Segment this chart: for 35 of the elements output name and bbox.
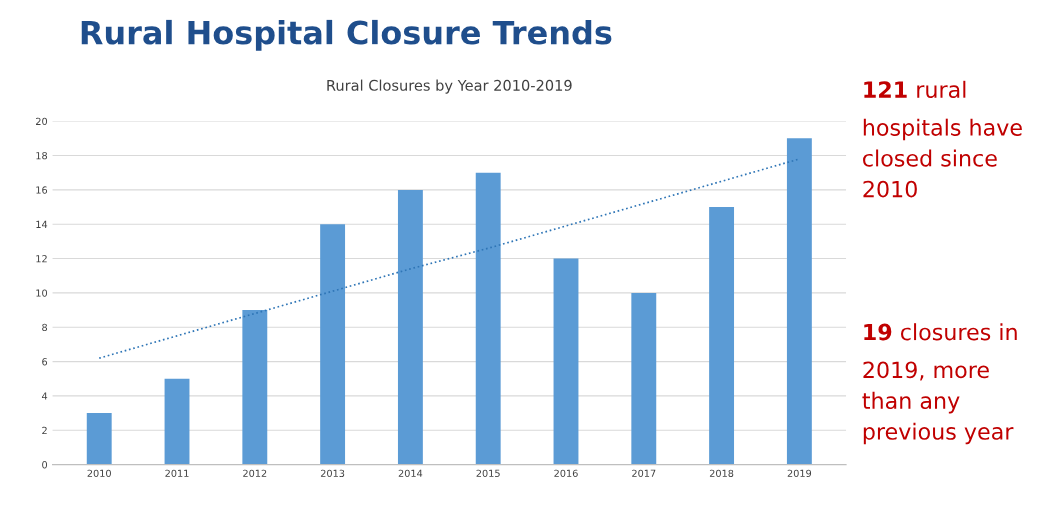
- y-tick-label: 6: [42, 358, 48, 366]
- text: 121 rural hospitals have closed since 2010: [863, 80, 1022, 198]
- x-tick-label: 2014: [398, 469, 423, 477]
- bar: [786, 138, 812, 465]
- x-tick-label: 2019: [787, 469, 812, 477]
- y-tick-label: 8: [42, 323, 48, 332]
- bar: [709, 207, 735, 465]
- bar: [164, 378, 190, 465]
- y-tick-label: 18: [36, 152, 48, 160]
- x-tick-label: 2015: [476, 469, 500, 477]
- y-tick-label: 12: [36, 255, 47, 263]
- x-tick-label: 2018: [709, 469, 734, 477]
- x-tick-label: 2011: [165, 469, 189, 477]
- y-tick-label: 16: [36, 186, 48, 194]
- bar: [320, 224, 346, 465]
- text: 19 closures in 2019, more than any previous year: [862, 323, 1017, 445]
- bar: [397, 189, 423, 465]
- y-tick-label: 0: [42, 461, 48, 469]
- bar: [553, 258, 579, 465]
- y-tick-label: 2: [42, 426, 47, 434]
- chart-title: Rural Hospital Closure Trends: [81, 19, 612, 51]
- y-tick-label: 10: [36, 289, 48, 297]
- bar: [86, 413, 112, 465]
- x-tick-label: 2010: [87, 469, 111, 477]
- x-tick-label: 2013: [320, 469, 345, 477]
- y-tick-label: 4: [41, 392, 48, 400]
- bar: [475, 172, 501, 465]
- y-tick-label: 14: [36, 220, 48, 228]
- chart-subtitle: Rural Closures by Year 2010-2019: [327, 79, 572, 94]
- x-tick-label: 2016: [554, 469, 578, 477]
- y-tick-label: 20: [36, 117, 48, 126]
- x-tick-label: 2012: [243, 469, 267, 477]
- bar: [631, 292, 657, 465]
- bar: [242, 310, 268, 465]
- x-tick-label: 2017: [632, 469, 656, 477]
